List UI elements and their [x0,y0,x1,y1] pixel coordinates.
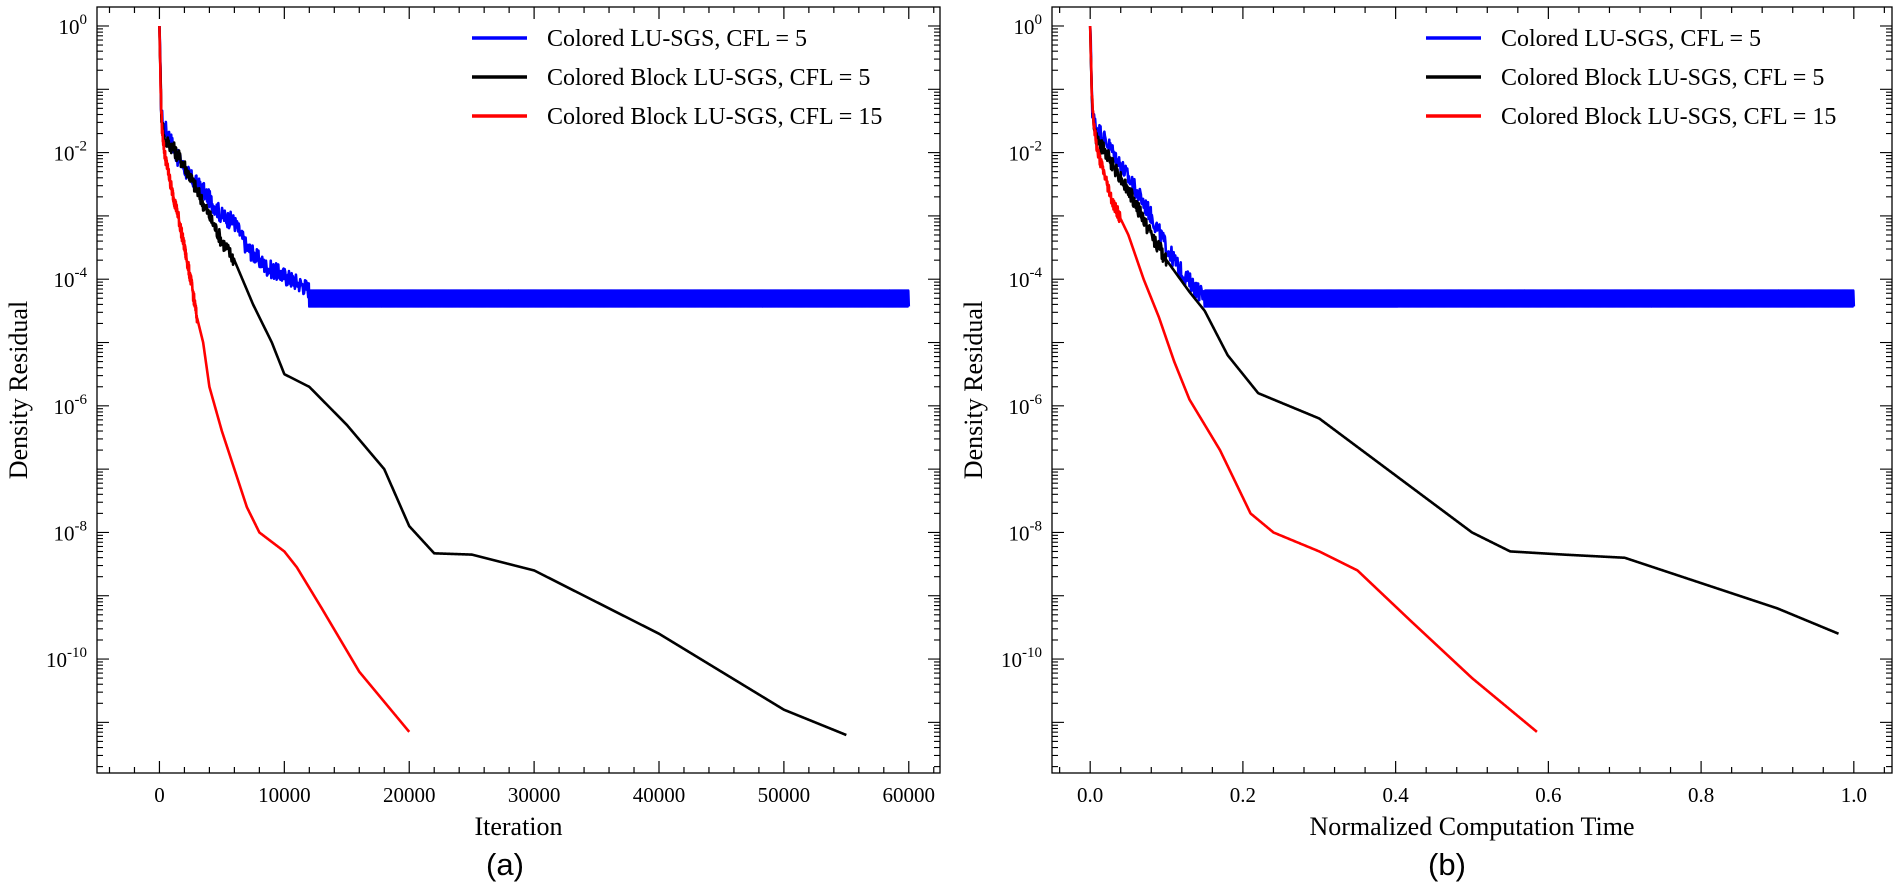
series-line-3 [1088,25,1538,733]
y-tick-exponent: 0 [1035,12,1043,28]
y-axis-title: Density Residual [4,301,33,479]
series-line-2 [1088,25,1840,635]
legend-label-3: Colored Block LU-SGS, CFL = 15 [547,104,882,130]
legend-label-2: Colored Block LU-SGS, CFL = 5 [1501,65,1824,91]
y-tick-exponent: -10 [67,645,87,661]
legend-label-2: Colored Block LU-SGS, CFL = 5 [547,65,870,91]
x-tick-label: 40000 [633,783,686,807]
y-tick-label: 10-4 [1009,265,1043,292]
y-tick-mantissa: 10 [1009,521,1030,545]
x-tick-label: 20000 [383,783,436,807]
x-axis-title: Normalized Computation Time [1310,812,1635,841]
legend: Colored LU-SGS, CFL = 5 Colored Block LU-… [472,26,882,130]
y-tick-label: 10-2 [54,139,88,166]
y-tick-exponent: -2 [1030,139,1043,155]
y-tick-label: 10-8 [54,518,88,545]
y-tick-exponent: -6 [75,392,88,408]
x-axis-title: Iteration [474,812,562,841]
x-tick-label: 0.0 [1077,783,1103,807]
series-line-2 [158,25,848,737]
x-tick-label: 30000 [508,783,561,807]
x-tick-label: 10000 [258,783,311,807]
series-line-3 [158,25,411,733]
legend-label-1: Colored LU-SGS, CFL = 5 [547,26,807,52]
y-tick-label: 100 [1014,12,1043,39]
x-tick-label: 0.4 [1383,783,1410,807]
y-tick-exponent: -4 [75,265,88,281]
panel-caption: (b) [1428,847,1466,882]
y-tick-exponent: 0 [80,12,88,28]
y-tick-mantissa: 10 [59,15,80,39]
y-tick-label: 10-2 [1009,139,1043,166]
y-tick-label: 10-4 [54,265,88,292]
y-tick-exponent: -10 [1022,645,1042,661]
y-tick-label: 10-6 [1009,392,1043,419]
x-tick-label: 50000 [758,783,811,807]
y-tick-label: 10-10 [1001,645,1042,672]
y-tick-mantissa: 10 [1009,268,1030,292]
y-tick-mantissa: 10 [54,521,75,545]
x-tick-label: 0 [154,783,165,807]
panel-a: 0 10000 20000 30000 40000 50000 6000010010-210… [4,6,941,882]
y-tick-mantissa: 10 [1001,648,1022,672]
y-tick-label: 10-8 [1009,518,1043,545]
y-tick-mantissa: 10 [54,142,75,166]
panel-b: 0.0 0.2 0.4 0.6 0.8 1.010010-210-410-610-810-… [959,6,1893,882]
panel-caption: (a) [486,847,524,882]
x-tick-label: 0.6 [1535,783,1561,807]
y-tick-mantissa: 10 [1009,395,1030,419]
y-tick-mantissa: 10 [46,648,67,672]
legend-label-1: Colored LU-SGS, CFL = 5 [1501,26,1761,52]
y-tick-exponent: -4 [1030,265,1043,281]
x-tick-label: 0.2 [1230,783,1256,807]
y-tick-label: 10-6 [54,392,88,419]
y-tick-exponent: -8 [1030,518,1043,534]
plot-frame [1051,6,1893,774]
y-tick-mantissa: 10 [1009,142,1030,166]
y-tick-mantissa: 10 [54,268,75,292]
plot-frame [96,6,941,774]
y-axis-title: Density Residual [959,301,988,479]
y-tick-exponent: -8 [75,518,88,534]
x-tick-label: 1.0 [1841,783,1867,807]
legend: Colored LU-SGS, CFL = 5 Colored Block LU-… [1426,26,1836,130]
x-tick-label: 60000 [883,783,936,807]
series-line-1 [1088,25,1856,308]
y-tick-exponent: -2 [75,139,88,155]
plot-area [1088,25,1856,733]
y-tick-mantissa: 10 [54,395,75,419]
y-tick-exponent: -6 [1030,392,1043,408]
legend-label-3: Colored Block LU-SGS, CFL = 15 [1501,104,1836,130]
plot-area [158,25,911,737]
series-line-1 [158,25,911,308]
y-tick-mantissa: 10 [1014,15,1035,39]
y-tick-label: 10-10 [46,645,87,672]
y-tick-label: 100 [59,12,88,39]
x-tick-label: 0.8 [1688,783,1714,807]
